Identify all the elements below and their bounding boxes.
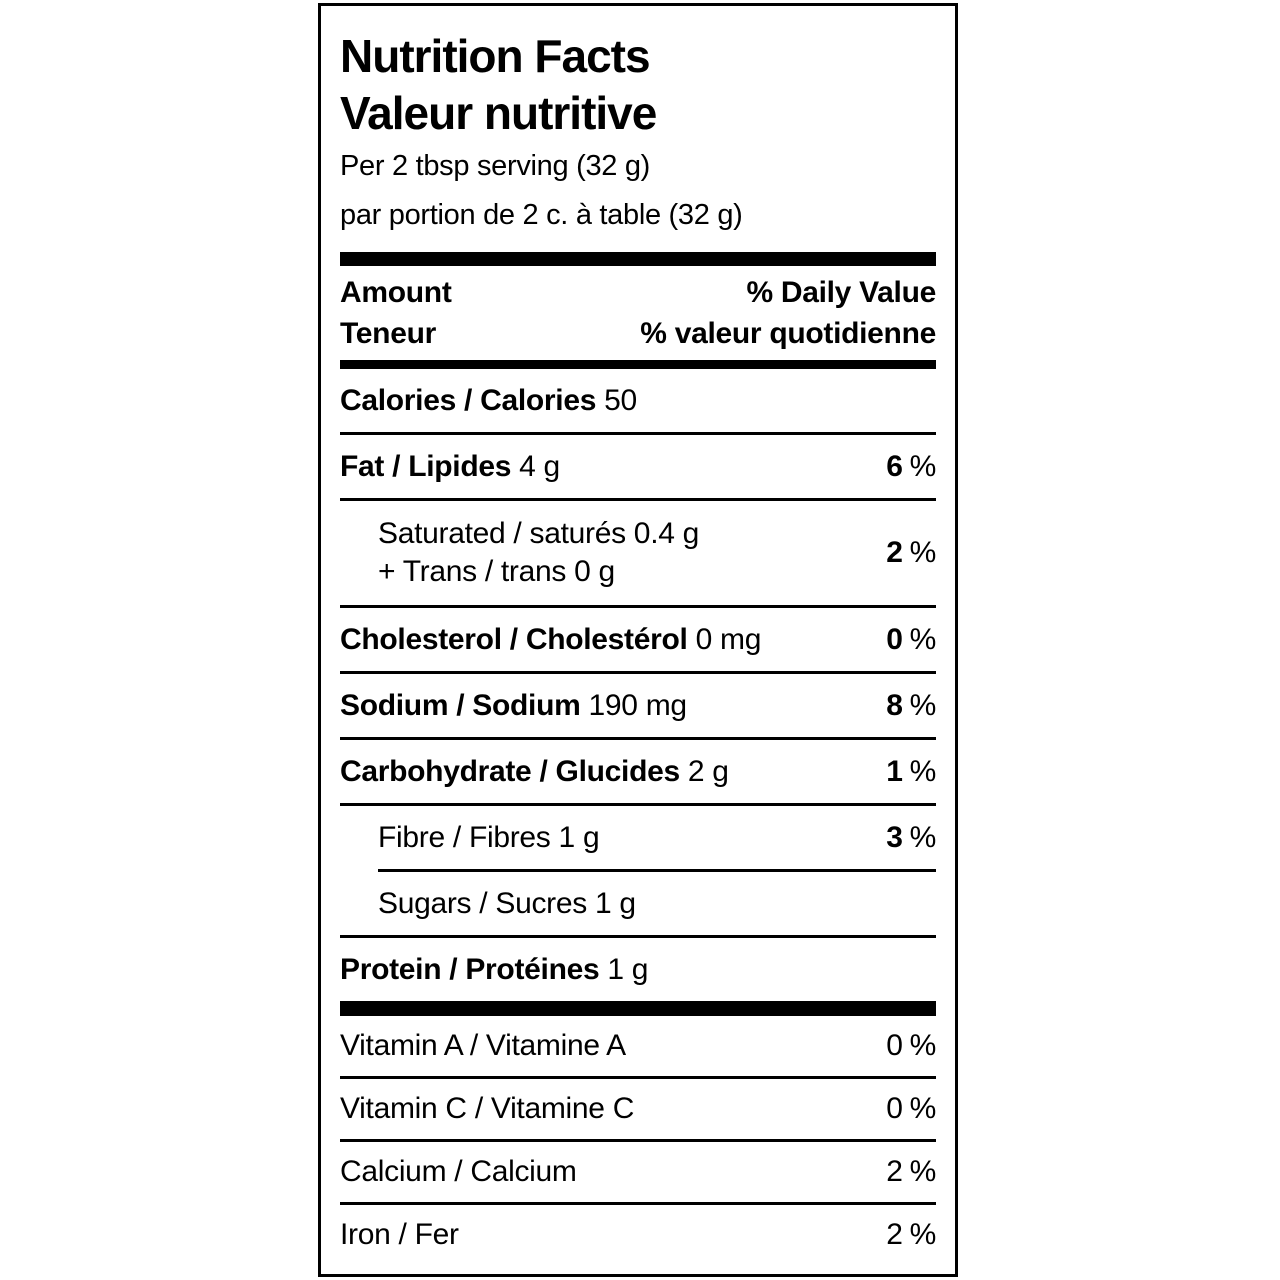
daily-value-label-en: % Daily Value bbox=[746, 276, 936, 309]
percent-sign: % bbox=[909, 688, 937, 722]
amount-column-header: Amount Teneur bbox=[340, 272, 452, 354]
cholesterol-name: Cholesterol / Cholestérol bbox=[340, 622, 688, 656]
carbohydrate-name: Carbohydrate / Glucides bbox=[340, 754, 680, 788]
title-en: Nutrition Facts bbox=[340, 30, 651, 82]
fat-amount: 4 g bbox=[519, 449, 560, 483]
fat-name: Fat / Lipides bbox=[340, 449, 512, 483]
vitamin-c-daily-value: 0% bbox=[886, 1092, 937, 1125]
percent-sign: % bbox=[909, 1218, 937, 1251]
protein-label: Protein / Protéines 1 g bbox=[340, 951, 648, 989]
percent-sign: % bbox=[909, 622, 937, 656]
row-calcium: Calcium / Calcium 2% bbox=[340, 1142, 936, 1202]
column-headers: Amount Teneur % Daily Value % valeur quo… bbox=[340, 266, 936, 360]
divider-thin bbox=[340, 498, 936, 501]
divider-medium bbox=[340, 360, 936, 369]
saturated-line: Saturated / saturés 0.4 g bbox=[378, 517, 700, 550]
vitamin-a-daily-value: 0% bbox=[886, 1029, 937, 1062]
row-fibre: Fibre / Fibres 1 g 3% bbox=[340, 806, 936, 869]
label-header: Nutrition Facts Valeur nutritive Per 2 t… bbox=[340, 6, 936, 252]
fat-label: Fat / Lipides 4 g bbox=[340, 448, 560, 486]
row-vitamin-a: Vitamin A / Vitamine A 0% bbox=[340, 1016, 936, 1076]
divider-thick-bottom bbox=[340, 1001, 936, 1016]
fat-daily-value: 6% bbox=[886, 449, 937, 483]
iron-label: Iron / Fer bbox=[340, 1218, 459, 1251]
iron-daily-value: 2% bbox=[886, 1218, 937, 1251]
percent-sign: % bbox=[909, 1092, 937, 1125]
title-fr: Valeur nutritive bbox=[340, 87, 657, 139]
carbohydrate-label: Carbohydrate / Glucides 2 g bbox=[340, 753, 729, 791]
vitamin-c-label: Vitamin C / Vitamine C bbox=[340, 1092, 635, 1125]
sodium-daily-value: 8% bbox=[886, 688, 937, 722]
percent-sign: % bbox=[909, 1155, 937, 1188]
carbohydrate-amount: 2 g bbox=[687, 754, 729, 788]
divider-thin bbox=[340, 737, 936, 740]
percent-sign: % bbox=[909, 536, 937, 569]
row-sodium: Sodium / Sodium 190 mg 8% bbox=[340, 674, 936, 737]
calories-label: Calories / Calories 50 bbox=[340, 382, 637, 420]
saturated-trans-daily-value: 2% bbox=[886, 536, 937, 569]
daily-value-label-fr: % valeur quotidienne bbox=[640, 317, 936, 350]
sodium-amount: 190 mg bbox=[588, 688, 688, 722]
divider-thin bbox=[340, 671, 936, 674]
row-cholesterol: Cholesterol / Cholestérol 0 mg 0% bbox=[340, 608, 936, 671]
fibre-daily-value: 3% bbox=[886, 820, 937, 854]
protein-amount: 1 g bbox=[607, 952, 649, 986]
sodium-label: Sodium / Sodium 190 mg bbox=[340, 687, 687, 725]
serving-size-fr: par portion de 2 c. à table (32 g) bbox=[340, 199, 743, 231]
saturated-trans-label: Saturated / saturés 0.4 g + Trans / tran… bbox=[340, 515, 699, 591]
divider-thick-top bbox=[340, 252, 936, 266]
daily-value-column-header: % Daily Value % valeur quotidienne bbox=[640, 272, 936, 354]
calories-amount: 50 bbox=[604, 383, 637, 417]
cholesterol-daily-value: 0% bbox=[886, 622, 937, 656]
row-iron: Iron / Fer 2% bbox=[340, 1205, 936, 1265]
divider-thin bbox=[340, 935, 936, 938]
row-protein: Protein / Protéines 1 g bbox=[340, 938, 936, 1001]
percent-sign: % bbox=[909, 754, 937, 788]
calcium-daily-value: 2% bbox=[886, 1155, 937, 1188]
percent-sign: % bbox=[909, 820, 937, 854]
carbohydrate-daily-value: 1% bbox=[886, 754, 937, 788]
divider-thin bbox=[340, 1202, 936, 1205]
cholesterol-amount: 0 mg bbox=[695, 622, 762, 656]
divider-thin bbox=[340, 1139, 936, 1142]
calcium-label: Calcium / Calcium bbox=[340, 1155, 577, 1188]
sugars-label: Sugars / Sucres 1 g bbox=[378, 886, 636, 920]
percent-sign: % bbox=[909, 449, 937, 483]
row-vitamin-c: Vitamin C / Vitamine C 0% bbox=[340, 1079, 936, 1139]
amount-label-fr: Teneur bbox=[340, 317, 436, 350]
sodium-name: Sodium / Sodium bbox=[340, 688, 581, 722]
divider-thin bbox=[340, 432, 936, 435]
calories-name: Calories / Calories bbox=[340, 383, 597, 417]
cholesterol-label: Cholesterol / Cholestérol 0 mg bbox=[340, 621, 761, 659]
nutrition-facts-label: Nutrition Facts Valeur nutritive Per 2 t… bbox=[318, 3, 958, 1277]
row-fat: Fat / Lipides 4 g 6% bbox=[340, 435, 936, 498]
divider-thin bbox=[340, 605, 936, 608]
divider-thin-indented bbox=[378, 869, 936, 872]
row-sugars: Sugars / Sucres 1 g bbox=[340, 872, 936, 935]
percent-sign: % bbox=[909, 1029, 937, 1062]
fibre-label: Fibre / Fibres 1 g bbox=[378, 820, 600, 854]
row-carbohydrate: Carbohydrate / Glucides 2 g 1% bbox=[340, 740, 936, 803]
amount-label-en: Amount bbox=[340, 276, 452, 309]
protein-name: Protein / Protéines bbox=[340, 952, 600, 986]
serving-size-en: Per 2 tbsp serving (32 g) bbox=[340, 150, 651, 182]
trans-line: + Trans / trans 0 g bbox=[378, 555, 615, 588]
row-calories: Calories / Calories 50 bbox=[340, 369, 936, 432]
divider-thin bbox=[340, 1076, 936, 1079]
vitamin-a-label: Vitamin A / Vitamine A bbox=[340, 1029, 626, 1062]
row-saturated-trans: Saturated / saturés 0.4 g + Trans / tran… bbox=[340, 501, 936, 605]
divider-thin bbox=[340, 803, 936, 806]
